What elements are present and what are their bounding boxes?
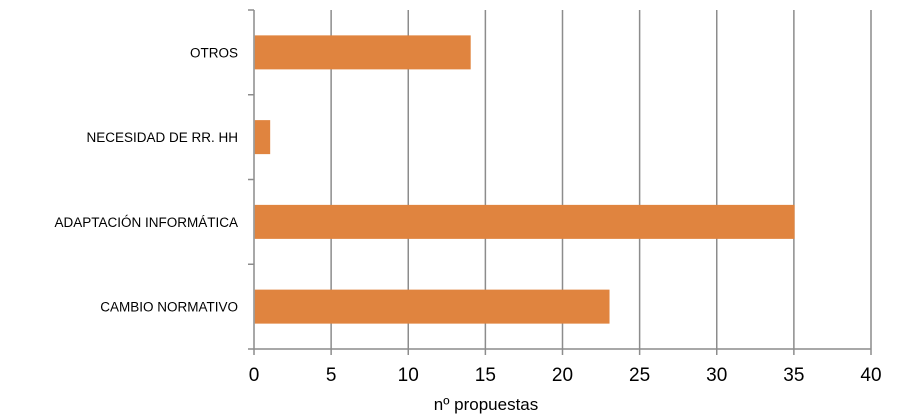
x-tick-label-20: 20 — [552, 365, 573, 386]
x-axis-title: nº propuestas — [434, 395, 539, 414]
x-tick-label-5: 5 — [326, 365, 337, 386]
bar-2 — [254, 120, 271, 155]
x-tick-label-40: 40 — [860, 365, 881, 386]
bar-4 — [254, 289, 610, 324]
category-label-3: ADAPTACIÓN INFORMÁTICA — [54, 215, 238, 230]
x-tick-label-35: 35 — [783, 365, 804, 386]
labels: 0 5 10 15 20 25 30 35 40 OTROS NECESIDAD DE RR. HH… — [54, 45, 881, 386]
x-tick-label-15: 15 — [475, 365, 496, 386]
x-tick-label-10: 10 — [398, 365, 419, 386]
category-label-2: NECESIDAD DE RR. HH — [86, 130, 238, 145]
x-tick-label-0: 0 — [249, 365, 260, 386]
bar-3 — [254, 204, 795, 239]
category-label-4: CAMBIO NORMATIVO — [100, 300, 238, 315]
x-tick-label-30: 30 — [706, 365, 727, 386]
bars — [254, 35, 795, 324]
x-tick-label-25: 25 — [629, 365, 650, 386]
bar-1 — [254, 35, 471, 70]
category-label-1: OTROS — [190, 45, 238, 60]
axes — [248, 9, 872, 355]
